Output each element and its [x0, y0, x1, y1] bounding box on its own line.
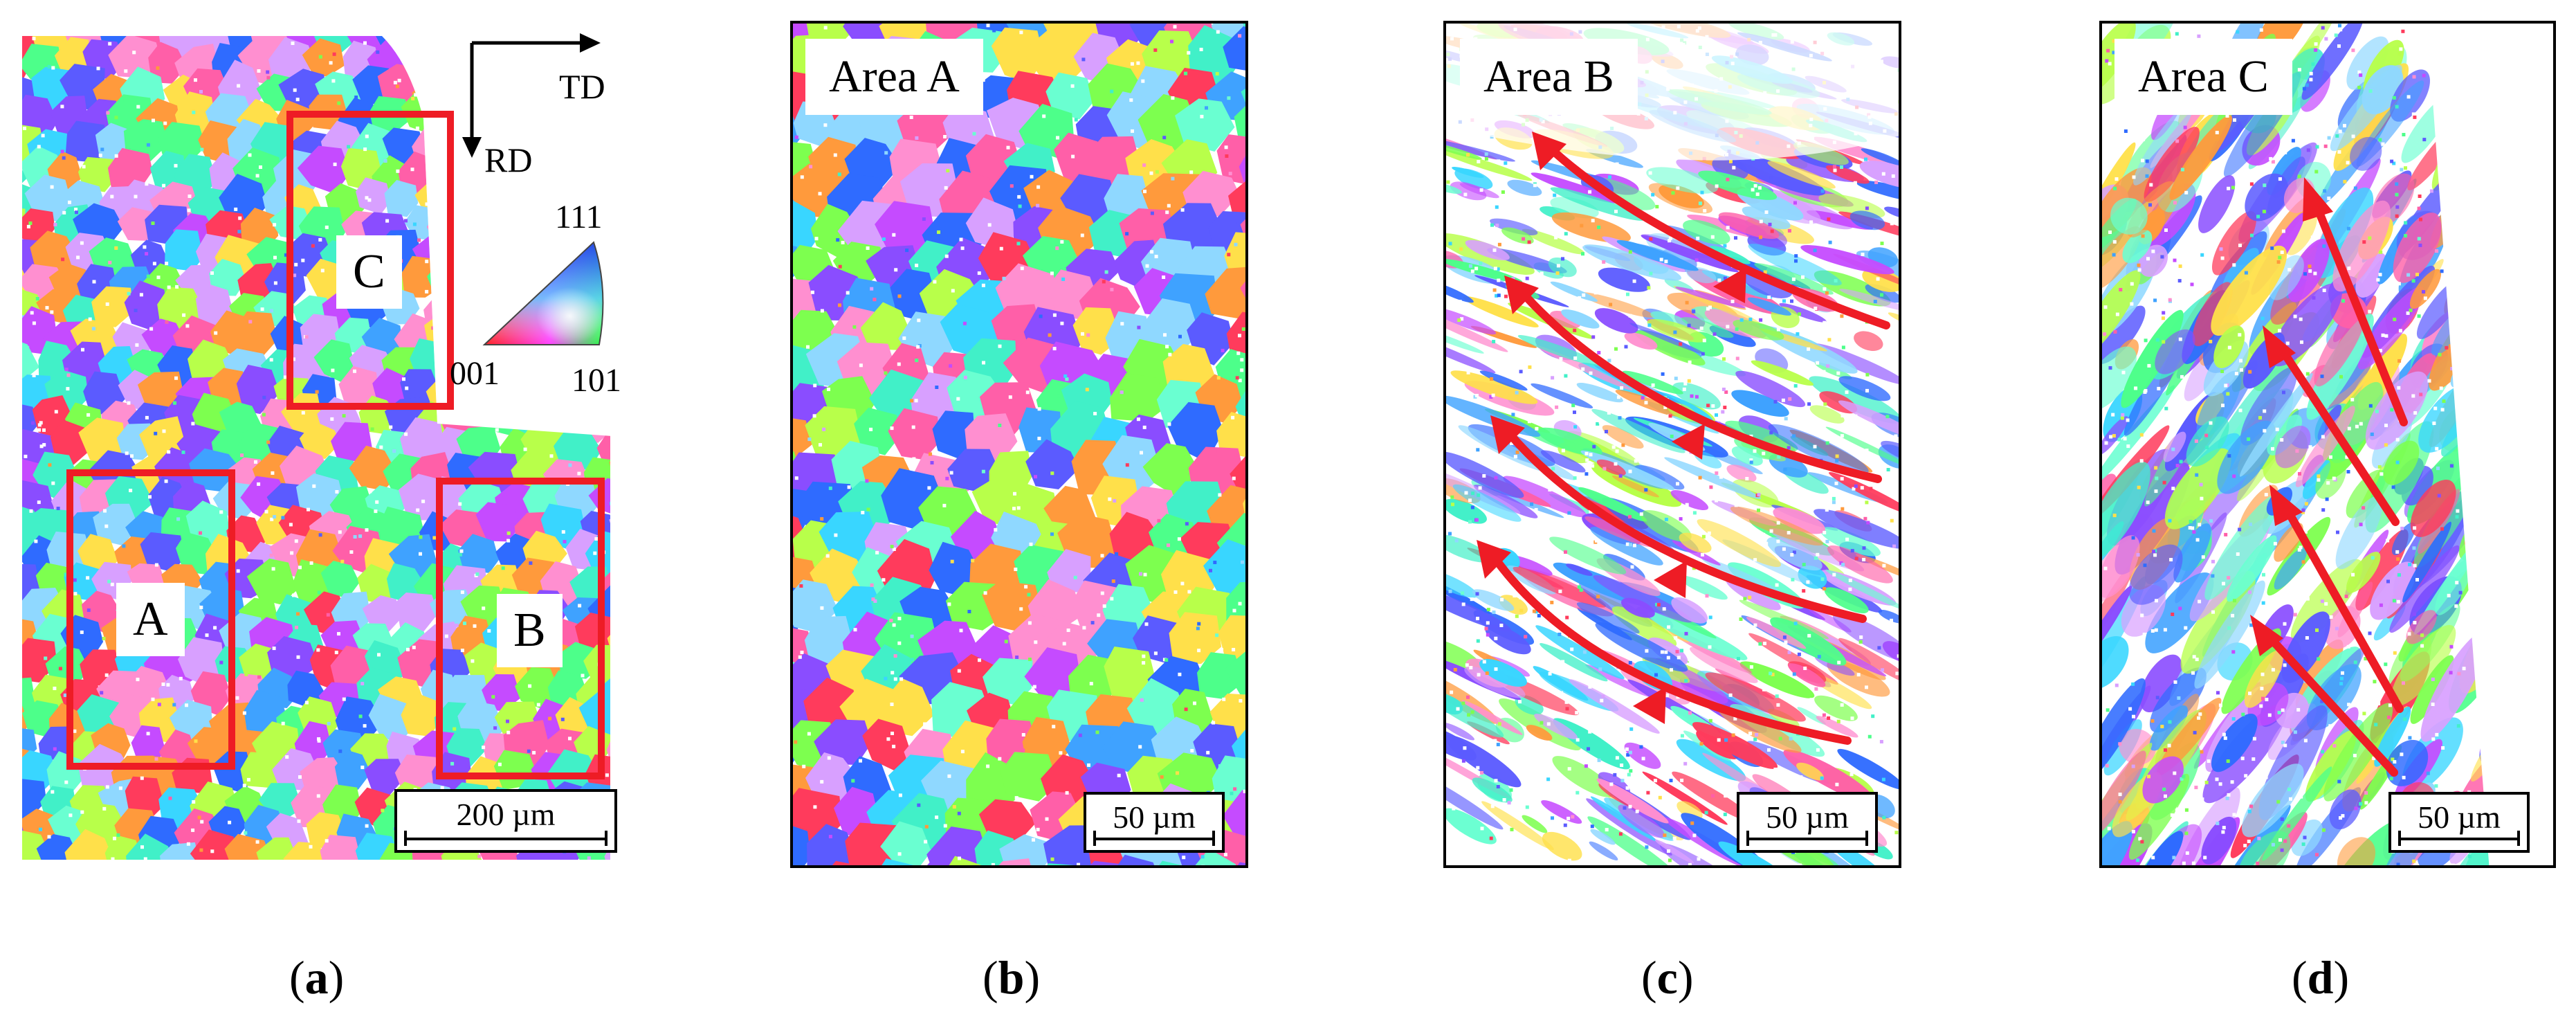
ipf-color-key-icon [482, 241, 604, 345]
caption-b-close: ) [1024, 951, 1041, 1004]
area-b-label: Area B [1460, 39, 1638, 115]
scalebar-a-tick-right [605, 831, 608, 846]
caption-c: (c) [1641, 954, 1694, 1001]
flow-arrow-c-4 [2261, 629, 2398, 777]
region-c-box [286, 111, 454, 410]
scalebar-d-tick-right [2517, 831, 2520, 846]
grain-texture [793, 24, 1245, 865]
caption-b-open: ( [983, 951, 998, 1004]
axis-td-label: TD [559, 67, 605, 106]
scalebar-b-tick-left [1093, 831, 1096, 846]
scalebar-c-line [1746, 838, 1868, 840]
scalebar-a-tick-left [404, 831, 407, 846]
scalebar-d: 50 µm [2388, 792, 2530, 853]
flow-arrow-b-4 [1488, 550, 1852, 745]
deformation-flow-arrows-b [1477, 132, 1890, 745]
arrowhead-c-2 [2263, 325, 2296, 368]
scalebar-c: 50 µm [1737, 792, 1878, 853]
scalebar-c-tick-right [1865, 831, 1868, 846]
flow-arrow-b-2 [1515, 285, 1882, 483]
caption-c-open: ( [1641, 951, 1657, 1004]
caption-d-close: ) [2333, 951, 2350, 1004]
caption-d-letter: d [2307, 951, 2334, 1004]
caption-c-letter: c [1656, 951, 1678, 1004]
area-a-label: Area A [805, 39, 983, 115]
region-b-label: B [497, 594, 563, 667]
ipf-111-label: 111 [555, 199, 603, 235]
flow-arrow-c-2 [2274, 339, 2400, 526]
scalebar-b-text: 50 µm [1113, 799, 1196, 835]
mid-arrowhead-b-4 [1633, 687, 1666, 724]
axis-rd-label: RD [484, 141, 533, 179]
caption-b-letter: b [998, 951, 1025, 1004]
scalebar-d-line [2398, 838, 2520, 840]
mid-arrowhead-b-3 [1654, 561, 1687, 598]
scalebar-c-tick-left [1746, 831, 1749, 846]
caption-a-letter: a [304, 951, 329, 1004]
caption-b: (b) [983, 954, 1040, 1001]
region-a-box [66, 469, 235, 770]
flow-arrow-b-3 [1501, 425, 1867, 623]
caption-a-open: ( [289, 951, 305, 1004]
arrowhead-c-3 [2269, 485, 2303, 526]
scalebar-a: 200 µm [394, 789, 617, 853]
ipf-101-label: 101 [572, 362, 621, 399]
region-b-box [436, 478, 605, 779]
flow-arrow-c-1 [2311, 198, 2408, 426]
area-c-label: Area C [2114, 39, 2292, 115]
region-c-label: C [336, 235, 402, 309]
scalebar-d-text: 50 µm [2418, 799, 2501, 835]
caption-c-close: ) [1677, 951, 1694, 1004]
arrowhead-b-4 [1477, 540, 1511, 579]
arrowhead-b-1 [1532, 132, 1566, 170]
ipf-001-label: 001 [450, 355, 500, 392]
scalebar-b-line [1093, 838, 1215, 840]
scalebar-b: 50 µm [1084, 792, 1225, 853]
arrowhead-b-2 [1504, 275, 1539, 314]
scalebar-b-tick-right [1212, 831, 1215, 846]
caption-d-open: ( [2292, 951, 2308, 1004]
caption-d: (d) [2292, 954, 2349, 1001]
caption-a-close: ) [328, 951, 345, 1004]
flow-arrow-b-1 [1543, 141, 1890, 329]
caption-a: (a) [289, 954, 344, 1001]
scalebar-a-line [404, 838, 608, 840]
arrowhead-b-3 [1490, 415, 1525, 454]
arrowhead-c-4 [2250, 615, 2283, 656]
flow-arrow-c-3 [2281, 501, 2404, 713]
deformation-flow-arrows-c [2250, 177, 2408, 777]
ebsd-map-area-a [790, 21, 1248, 868]
mid-arrowhead-b-1 [1713, 267, 1746, 303]
mid-arrowhead-b-2 [1672, 424, 1705, 460]
arrowhead-c-1 [2303, 177, 2333, 222]
axis-arrows-icon [462, 33, 601, 158]
scalebar-a-text: 200 µm [456, 797, 556, 832]
scalebar-d-tick-left [2398, 831, 2401, 846]
scalebar-c-text: 50 µm [1766, 799, 1849, 835]
region-a-label: A [116, 583, 185, 656]
